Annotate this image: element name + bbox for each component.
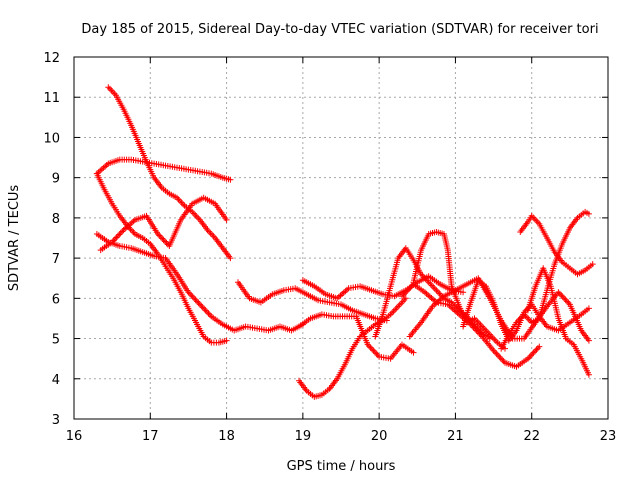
data-point: [589, 261, 596, 268]
y-axis-label: SDTVAR / TECUs: [7, 185, 22, 292]
axis-ticks: 16 17 18 19 20 21 22 23 3 4 5 6 7 8 9 10 11 12: [43, 51, 616, 444]
series-track-a: [105, 84, 234, 262]
data-point: [585, 371, 592, 378]
y-tick-label: 8: [52, 212, 60, 227]
y-tick-label: 12: [43, 51, 60, 66]
y-tick-label: 9: [52, 172, 60, 187]
data-point: [227, 255, 234, 262]
plot-frame: [73, 56, 609, 420]
series-track-e: [93, 231, 306, 334]
y-tick-label: 5: [52, 333, 60, 348]
data-point: [227, 176, 234, 183]
x-tick-label: 22: [523, 429, 540, 444]
data-point: [402, 295, 409, 302]
series-track-c: [93, 170, 230, 346]
data-point: [585, 210, 592, 217]
data-point: [223, 337, 230, 344]
y-tick-label: 11: [43, 91, 60, 106]
series-track-f: [235, 279, 390, 324]
series-track-g: [296, 311, 417, 362]
data-point: [410, 349, 417, 356]
y-tick-label: 6: [52, 292, 60, 307]
series-track-h: [296, 295, 409, 400]
series-line: [96, 233, 304, 332]
x-tick-label: 17: [142, 429, 159, 444]
y-tick-label: 4: [52, 373, 60, 388]
data-point: [585, 305, 592, 312]
x-axis-label: GPS time / hours: [287, 459, 396, 474]
data-point: [536, 343, 543, 350]
series-line: [519, 215, 594, 275]
x-tick-label: 21: [447, 429, 464, 444]
series-track-j: [372, 245, 493, 342]
y-tick-label: 7: [52, 252, 60, 267]
x-tick-label: 23: [600, 429, 617, 444]
x-tick-label: 19: [295, 429, 312, 444]
data-series: [93, 84, 596, 400]
y-tick-label: 3: [52, 413, 60, 428]
series-track-q: [524, 265, 592, 378]
series-track-b: [93, 156, 234, 183]
data-point: [460, 289, 467, 296]
y-tick-label: 10: [43, 131, 60, 146]
data-point: [585, 337, 592, 344]
x-tick-label: 20: [371, 429, 388, 444]
x-tick-label: 18: [218, 429, 235, 444]
series-track-o: [498, 208, 592, 352]
series-track-p: [517, 212, 596, 278]
grid: [74, 57, 608, 419]
chart-title: Day 185 of 2015, Sidereal Day-to-day VTE…: [81, 22, 598, 37]
data-point: [223, 216, 230, 223]
x-tick-label: 16: [66, 429, 83, 444]
